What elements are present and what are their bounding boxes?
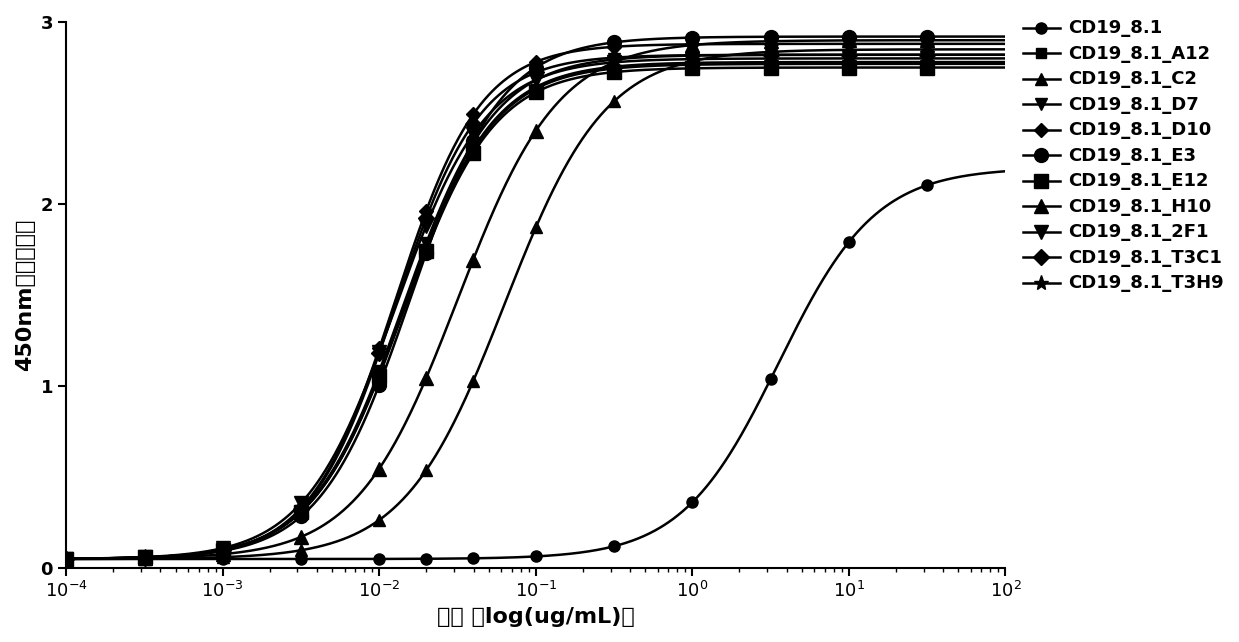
Y-axis label: 450nm处的吸光度: 450nm处的吸光度	[15, 219, 35, 371]
X-axis label: 浓度 ［log(ug/mL)］: 浓度 ［log(ug/mL)］	[437, 607, 634, 627]
Legend: CD19_8.1, CD19_8.1_A12, CD19_8.1_C2, CD19_8.1_D7, CD19_8.1_D10, CD19_8.1_E3, CD1: CD19_8.1, CD19_8.1_A12, CD19_8.1_C2, CD1…	[1023, 19, 1224, 292]
